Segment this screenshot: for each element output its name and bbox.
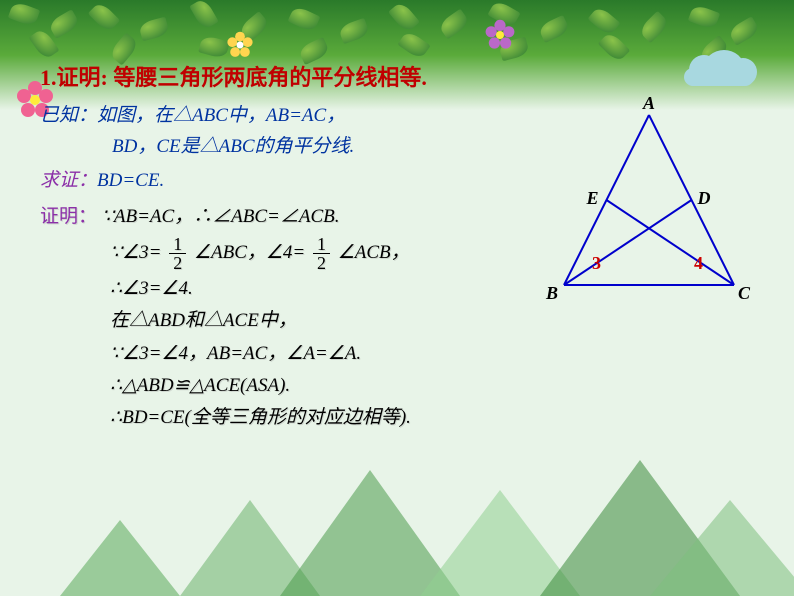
triangle-diagram: A B C D E 3 4 bbox=[549, 105, 749, 305]
vertex-C: C bbox=[738, 283, 750, 304]
fraction: 12 bbox=[169, 235, 186, 272]
problem-title: 1.证明: 等腰三角形两底角的平分线相等. bbox=[40, 60, 754, 95]
triangle-svg bbox=[549, 105, 749, 305]
vertex-B: B bbox=[546, 283, 558, 304]
given-text: 如图，在△ABC中，AB=AC， bbox=[97, 105, 345, 126]
prove-text: BD=CE. bbox=[97, 170, 164, 191]
title-text: 证明: 等腰三角形两底角的平分线相等. bbox=[57, 65, 427, 90]
flower-decoration bbox=[484, 19, 516, 51]
proof-line-5: ∵∠3=∠4，AB=AC，∠A=∠A. bbox=[110, 339, 754, 369]
flower-decoration bbox=[226, 31, 254, 59]
vertex-D: D bbox=[698, 188, 711, 209]
proof-line-1: ∵AB=AC，∴∠ABC=∠ACB. bbox=[102, 206, 340, 227]
fraction: 12 bbox=[313, 235, 330, 272]
proof-label: 证明： bbox=[40, 206, 97, 227]
prove-label: 求证： bbox=[40, 170, 97, 191]
vertex-A: A bbox=[643, 93, 655, 114]
proof-line-6: ∴△ABD≌△ACE(ASA). bbox=[110, 371, 754, 401]
title-number: 1. bbox=[40, 65, 57, 90]
given-label: 已知： bbox=[40, 105, 97, 126]
proof-line-4: 在△ABD和△ACE中， bbox=[110, 306, 754, 336]
angle-3: 3 bbox=[592, 253, 601, 274]
proof-line-7: ∴BD=CE(全等三角形的对应边相等). bbox=[110, 403, 754, 433]
angle-4: 4 bbox=[694, 253, 703, 274]
vertex-E: E bbox=[587, 188, 599, 209]
